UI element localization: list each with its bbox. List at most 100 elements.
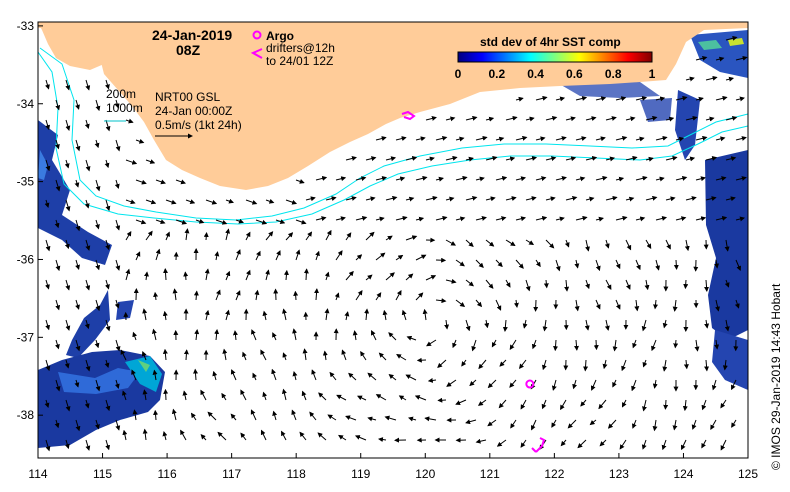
current-arrow bbox=[85, 359, 91, 372]
current-arrow bbox=[525, 116, 535, 122]
lon-tick-label: 115 bbox=[93, 467, 112, 481]
current-arrow bbox=[54, 219, 60, 229]
current-arrow bbox=[555, 176, 567, 181]
current-arrow bbox=[495, 175, 508, 181]
current-arrow bbox=[180, 429, 187, 441]
current-arrow bbox=[422, 308, 428, 321]
current-arrow bbox=[341, 349, 347, 361]
current-arrow bbox=[105, 399, 111, 412]
current-arrow bbox=[599, 439, 607, 447]
current-arrow bbox=[645, 156, 654, 162]
current-arrow bbox=[445, 278, 457, 284]
current-arrow bbox=[365, 274, 373, 281]
lat-tick-label: -33 bbox=[17, 19, 35, 33]
current-arrow bbox=[625, 155, 638, 161]
current-arrow bbox=[672, 419, 678, 431]
current-arrow bbox=[345, 156, 357, 161]
current-arrow bbox=[85, 79, 91, 91]
current-arrow bbox=[395, 176, 406, 182]
current-arrow bbox=[555, 216, 565, 222]
current-arrow bbox=[485, 116, 495, 122]
current-arrow bbox=[55, 179, 61, 192]
current-arrow bbox=[465, 419, 477, 425]
current-arrow bbox=[334, 292, 340, 301]
current-arrow bbox=[415, 216, 425, 222]
current-arrow bbox=[415, 175, 428, 181]
current-arrow bbox=[593, 339, 599, 351]
current-arrow bbox=[65, 399, 71, 412]
current-arrow bbox=[541, 399, 547, 410]
current-arrow bbox=[95, 299, 101, 312]
current-arrow bbox=[355, 290, 363, 301]
current-arrow bbox=[725, 115, 738, 121]
current-arrow bbox=[475, 135, 488, 141]
current-arrow bbox=[465, 279, 474, 287]
current-arrow bbox=[495, 259, 503, 268]
current-arrow bbox=[477, 399, 487, 406]
current-arrow bbox=[475, 176, 485, 182]
current-arrow bbox=[54, 339, 60, 350]
current-arrow bbox=[705, 156, 718, 161]
current-arrow bbox=[705, 196, 717, 201]
current-arrow bbox=[725, 156, 737, 162]
current-arrow bbox=[685, 115, 698, 121]
argo-legend-label: Argo bbox=[266, 29, 294, 43]
current-arrow bbox=[478, 359, 487, 370]
current-arrow bbox=[395, 254, 404, 261]
current-arrow bbox=[95, 379, 101, 392]
current-arrow bbox=[135, 138, 145, 144]
current-arrow bbox=[495, 216, 507, 222]
current-arrow bbox=[385, 195, 398, 201]
current-arrow bbox=[395, 215, 408, 221]
current-arrow bbox=[367, 416, 377, 422]
current-arrow bbox=[357, 395, 367, 401]
current-arrow bbox=[651, 339, 657, 352]
current-arrow bbox=[644, 279, 650, 291]
current-arrow bbox=[95, 99, 101, 112]
current-arrow bbox=[245, 199, 258, 205]
current-arrow bbox=[385, 272, 395, 281]
current-arrow bbox=[446, 379, 457, 387]
current-arrow bbox=[65, 79, 71, 91]
current-arrow bbox=[155, 248, 161, 261]
lat-tick-label: -38 bbox=[17, 408, 35, 422]
lon-tick-label: 124 bbox=[673, 467, 693, 481]
current-arrow bbox=[45, 79, 50, 90]
current-arrow bbox=[496, 439, 507, 447]
current-arrow bbox=[502, 319, 508, 332]
current-arrow bbox=[292, 328, 298, 341]
current-arrow bbox=[65, 119, 71, 131]
current-arrow bbox=[662, 359, 668, 372]
current-arrow bbox=[360, 351, 367, 361]
current-arrow bbox=[625, 279, 631, 290]
current-arrow bbox=[485, 239, 495, 247]
current-arrow bbox=[735, 136, 747, 141]
current-arrow bbox=[672, 299, 678, 312]
lon-tick-label: 123 bbox=[609, 467, 629, 481]
current-arrow bbox=[65, 279, 71, 291]
current-arrow bbox=[715, 215, 728, 221]
current-arrow bbox=[44, 399, 50, 409]
current-arrow bbox=[705, 116, 715, 122]
current-arrow bbox=[265, 198, 275, 204]
current-arrow bbox=[701, 399, 707, 411]
current-arrow bbox=[295, 249, 301, 261]
current-arrow bbox=[505, 156, 516, 162]
current-arrow bbox=[695, 216, 707, 222]
current-arrow bbox=[55, 99, 61, 111]
current-arrow bbox=[115, 219, 121, 231]
current-arrow bbox=[635, 136, 645, 142]
current-arrow bbox=[155, 179, 166, 185]
current-arrow bbox=[282, 352, 288, 361]
current-arrow bbox=[365, 231, 375, 241]
current-arrow bbox=[735, 96, 745, 102]
current-arrow bbox=[406, 335, 417, 341]
current-arrow bbox=[214, 251, 220, 261]
current-arrow bbox=[675, 95, 688, 101]
current-arrow bbox=[105, 119, 111, 132]
current-arrow bbox=[282, 308, 287, 321]
current-arrow bbox=[135, 219, 147, 225]
current-arrow bbox=[575, 215, 588, 221]
current-arrow bbox=[509, 339, 517, 350]
current-arrow bbox=[530, 419, 537, 431]
